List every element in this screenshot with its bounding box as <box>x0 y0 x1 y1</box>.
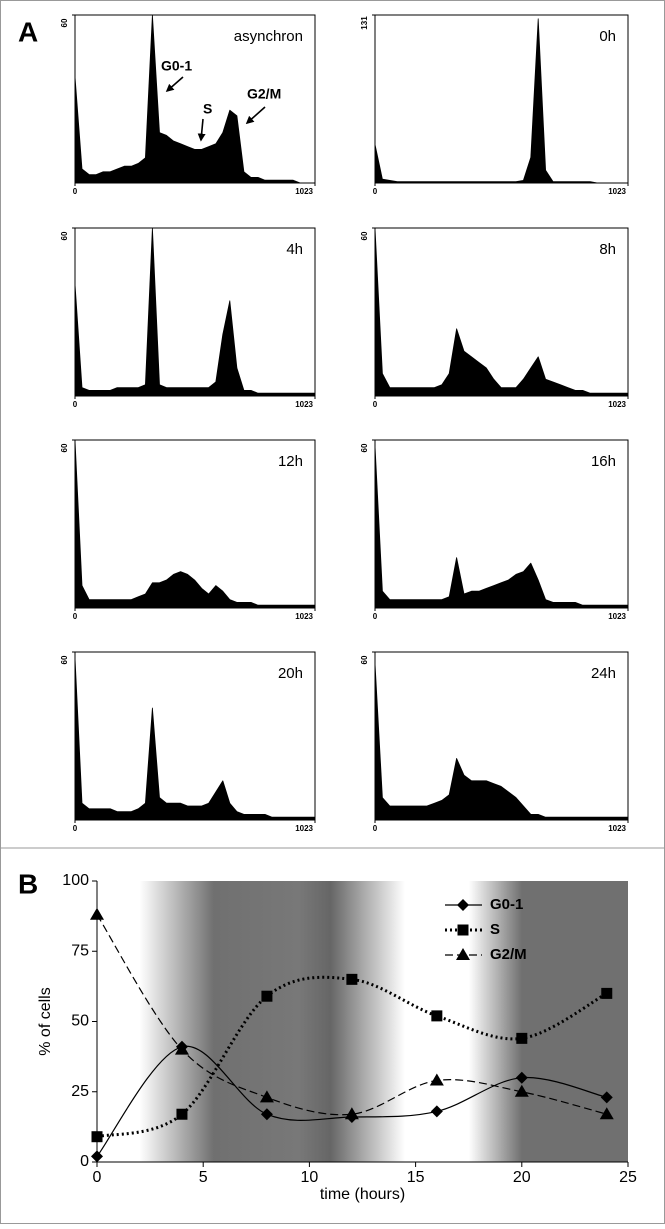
y-tick-label: 75 <box>71 942 89 959</box>
panel-title: 20h <box>278 665 303 682</box>
panel-title: 16h <box>591 453 616 470</box>
point <box>91 1131 103 1143</box>
point <box>344 1107 359 1120</box>
y-tick-label: 60 <box>360 443 369 452</box>
panel-label: B <box>18 868 38 899</box>
point <box>431 1010 443 1022</box>
annotation: S <box>203 101 212 117</box>
point <box>346 973 358 985</box>
y-tick-label: 60 <box>60 655 69 664</box>
x-tick-label: 5 <box>199 1169 208 1186</box>
x-tick-label: 1023 <box>295 400 313 409</box>
point <box>516 1032 528 1044</box>
x-tick-label: 1023 <box>608 400 626 409</box>
point <box>176 1108 188 1120</box>
x-tick-label: 1023 <box>295 612 313 621</box>
x-tick-label: 20 <box>513 1169 531 1186</box>
x-tick-label: 0 <box>373 612 378 621</box>
point <box>429 1073 444 1086</box>
histogram-area <box>374 18 628 184</box>
plot-frame <box>374 227 629 397</box>
x-tick-label: 1023 <box>295 187 313 196</box>
annotation: G2/M <box>247 86 281 102</box>
x-tick-label: 0 <box>73 824 78 833</box>
point <box>601 987 613 999</box>
point <box>259 1090 274 1103</box>
y-tick-label: 0 <box>80 1153 89 1170</box>
y-tick-label: 60 <box>60 443 69 452</box>
annotation: G0-1 <box>161 58 192 74</box>
y-tick-label: 60 <box>360 655 369 664</box>
annotation-arrow <box>197 118 206 142</box>
point <box>260 1108 273 1121</box>
panel-title: 8h <box>599 241 616 258</box>
y-tick-label: 25 <box>71 1083 89 1100</box>
x-axis-label: time (hours) <box>320 1186 405 1203</box>
x-tick-label: 0 <box>73 400 78 409</box>
point <box>514 1084 529 1097</box>
point <box>261 990 273 1002</box>
histogram-area <box>74 227 315 397</box>
legend-label: G0-1 <box>490 896 523 913</box>
y-tick-label: 60 <box>60 231 69 240</box>
histogram-area <box>374 662 628 821</box>
legend-label: G2/M <box>490 946 527 963</box>
histogram-area <box>74 657 315 821</box>
panel-title: 4h <box>286 241 303 258</box>
x-tick-label: 0 <box>93 1169 102 1186</box>
point <box>90 907 104 920</box>
panel-title: asynchron <box>234 28 303 45</box>
histogram-area <box>374 227 628 397</box>
plot-frame <box>74 227 316 397</box>
plot-frame <box>374 439 629 609</box>
x-tick-label: 0 <box>73 612 78 621</box>
legend-label: S <box>490 921 500 938</box>
y-tick-label: 60 <box>360 231 369 240</box>
y-tick-label: 100 <box>62 872 89 889</box>
y-tick-label: 131 <box>360 16 369 30</box>
point <box>515 1071 528 1084</box>
x-tick-label: 15 <box>407 1169 425 1186</box>
legend-marker <box>456 948 470 960</box>
x-tick-label: 1023 <box>608 612 626 621</box>
x-tick-label: 1023 <box>608 824 626 833</box>
x-tick-label: 0 <box>373 824 378 833</box>
legend-marker <box>457 924 469 936</box>
panel-title: 12h <box>278 453 303 470</box>
panel-title: 24h <box>591 665 616 682</box>
x-tick-label: 0 <box>73 187 78 196</box>
legend-marker <box>457 899 469 911</box>
x-tick-label: 10 <box>301 1169 319 1186</box>
x-tick-label: 0 <box>373 400 378 409</box>
y-axis-label: % of cells <box>37 987 54 1055</box>
annotation-arrow <box>245 106 266 125</box>
x-tick-label: 1023 <box>608 187 626 196</box>
point <box>600 1091 613 1104</box>
histogram-area <box>374 445 628 609</box>
x-tick-label: 0 <box>373 187 378 196</box>
y-tick-label: 60 <box>60 18 69 27</box>
panel-title: 0h <box>599 28 616 45</box>
x-tick-label: 1023 <box>295 824 313 833</box>
point <box>174 1042 189 1055</box>
point <box>430 1105 443 1118</box>
point <box>91 1150 103 1163</box>
x-tick-label: 25 <box>619 1169 637 1186</box>
y-tick-label: 50 <box>71 1013 89 1030</box>
point <box>599 1107 614 1120</box>
annotation-arrow <box>165 76 184 93</box>
plot-frame <box>374 14 629 184</box>
histogram-area <box>74 439 315 609</box>
panel-label: A <box>18 16 38 47</box>
histogram-area <box>74 14 315 184</box>
